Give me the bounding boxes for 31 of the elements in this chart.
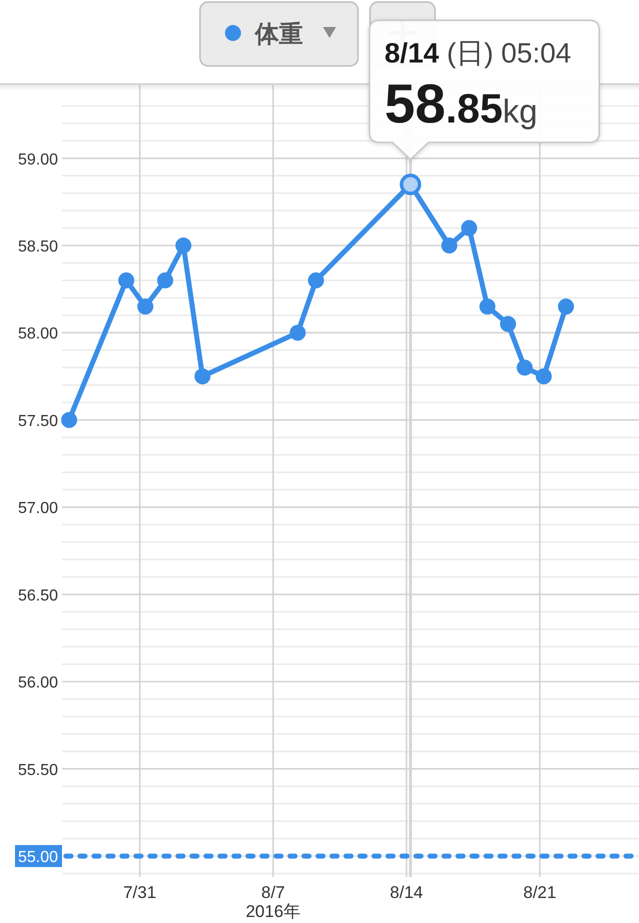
point xyxy=(558,298,574,315)
annotation: 8/14 (日) 05:04 58.85kg xyxy=(384,37,572,134)
y-tick-label: 56.00 xyxy=(18,674,58,692)
point xyxy=(479,298,496,315)
x-tick-label: 8/21 xyxy=(523,883,556,902)
x-tick-label: 7/31 xyxy=(123,883,156,902)
point xyxy=(308,272,324,288)
y-tick-label: 57.50 xyxy=(18,412,58,430)
point xyxy=(290,324,306,341)
y-tick-label: 58.00 xyxy=(18,326,58,343)
point xyxy=(441,237,458,254)
point xyxy=(194,368,210,384)
legend-label: 体重 xyxy=(254,21,303,48)
point xyxy=(500,316,516,332)
point xyxy=(157,272,174,288)
point xyxy=(118,272,134,288)
y-tick-label: 59.00 xyxy=(18,151,58,168)
point xyxy=(137,298,154,315)
point xyxy=(516,360,533,376)
y-tick-label: 55.50 xyxy=(18,762,58,779)
x-tick-label: 8/7 2016年 xyxy=(246,883,301,921)
y-tick-label: 56.50 xyxy=(18,587,58,604)
y-tick-label: 58.50 xyxy=(18,238,58,256)
x-tick-label: 8/14 xyxy=(390,883,423,902)
point xyxy=(536,368,552,384)
point xyxy=(175,237,192,254)
y-tick-label: 57.00 xyxy=(18,500,58,518)
ref-line-label: 55.00 xyxy=(18,849,58,866)
point xyxy=(461,220,478,236)
point xyxy=(61,412,78,428)
legend: 体重 xyxy=(199,1,359,67)
